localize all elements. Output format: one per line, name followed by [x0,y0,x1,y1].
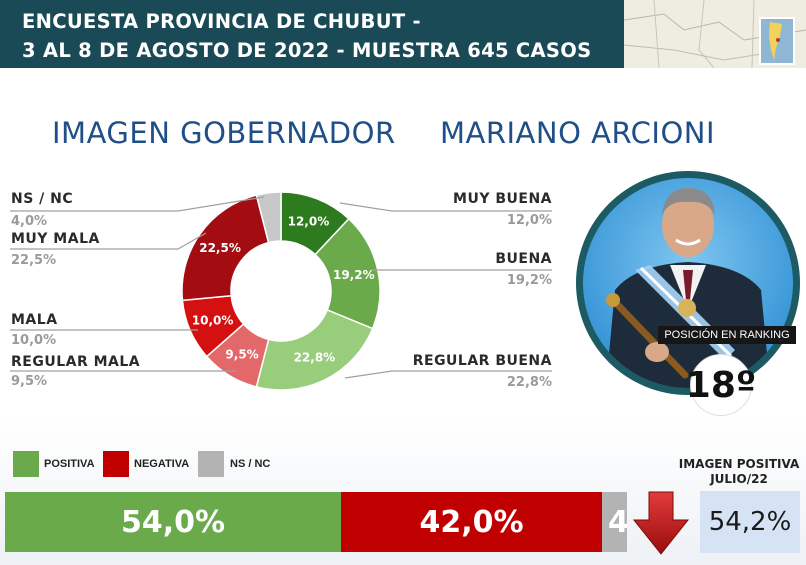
value-buena: 19,2% [506,273,552,288]
label-muy-buena: MUY BUENA [453,191,552,207]
value-muy-buena: 12,0% [506,213,552,228]
down-arrow-icon [632,491,690,555]
donut-data-label-mala: 10,0% [192,314,234,328]
legend-label-nsnc: NS / NC [230,458,271,470]
leader-line-regular-buena [344,370,552,379]
label-ns-nc: NS / NC [11,191,74,207]
value-ns-nc: 4,0% [11,214,48,229]
leader-line-muy-mala [10,232,207,250]
survey-subtitle: 3 AL 8 DE AGOSTO DE 2022 - MUESTRA 645 C… [22,39,592,62]
label-regular-mala: REGULAR MALA [11,354,141,370]
imagen-positiva-title-line1: IMAGEN POSITIVA [678,457,800,471]
label-muy-mala: MUY MALA [11,231,100,247]
title-imagen-gobernador: IMAGEN GOBERNADOR [52,116,396,150]
value-regular-buena: 22,8% [506,375,552,390]
imagen-positiva-value: 54,2% [700,491,800,553]
value-regular-mala: 9,5% [11,374,48,389]
donut-data-label-muy-buena: 12,0% [288,215,330,229]
imagen-positiva-title: IMAGEN POSITIVA JULIO/22 [672,457,806,487]
survey-title: ENCUESTA PROVINCIA DE CHUBUT - [22,10,421,33]
label-mala: MALA [11,312,58,328]
leader-line-muy-buena [339,202,552,212]
title-governor-name: MARIANO ARCIONI [440,116,716,150]
legend-label-negativa: NEGATIVA [134,458,190,470]
legend-swatch-positiva [13,451,39,477]
legend-label-positiva: POSITIVA [44,458,95,470]
label-buena: BUENA [495,251,552,267]
argentina-map-image [624,0,806,68]
ranking-value: 18º [686,354,756,416]
donut-data-label-regular-buena: 22,8% [294,351,336,365]
leader-line-nsnc [10,196,265,212]
bar-label-nsnc: 4,0% [608,504,627,540]
legend-swatch-nsnc [198,451,224,477]
value-mala: 10,0% [11,333,57,348]
legend-swatch-negativa [103,451,129,477]
label-regular-buena: REGULAR BUENA [412,353,552,369]
donut-data-label-regular-mala: 9,5% [225,348,258,362]
bar-label-negativa: 42,0% [419,504,524,540]
bar-segment-negativa: 42,0% [341,492,602,552]
header-banner: ENCUESTA PROVINCIA DE CHUBUT - 3 AL 8 DE… [0,0,806,68]
bar-segment-nsnc: 4,0% [602,492,627,552]
donut-data-label-buena: 19,2% [333,268,375,282]
value-muy-mala: 22,5% [11,253,57,268]
governor-photo [576,171,800,395]
donut-slice-muy-mala [181,194,270,302]
bar-label-positiva: 54,0% [120,504,226,540]
ranking-label: POSICIÓN EN RANKING [658,326,796,344]
imagen-positiva-title-line2: JULIO/22 [710,472,768,486]
bar-segment-positiva: 54,0% [5,492,341,552]
donut-data-label-muy-mala: 22,5% [199,241,241,255]
donut-slice-ns-nc [255,191,282,244]
donut-slice-regular-buena [255,309,374,391]
